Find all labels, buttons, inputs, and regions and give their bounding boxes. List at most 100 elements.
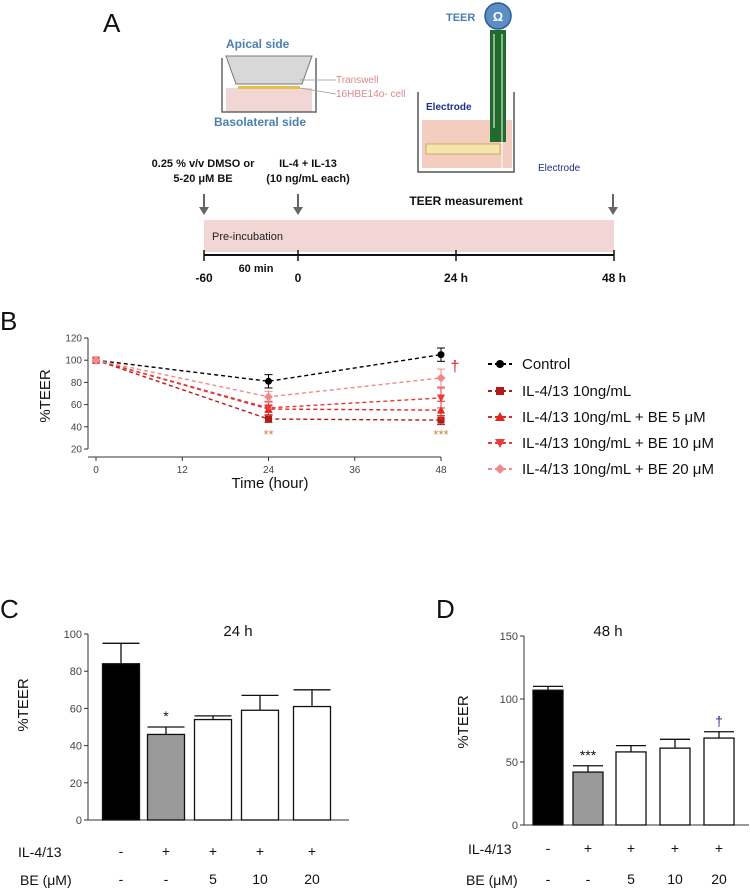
chart-c-bar-2 [193, 718, 233, 821]
basolateral-medium [226, 88, 312, 112]
chart-c-ytick-label: 60 [70, 703, 82, 715]
chart-d-title: 48 h [593, 623, 622, 640]
ohm-symbol: Ω [493, 9, 503, 24]
treatment-1-line-1: 0.25 % v/v DMSO or [152, 158, 255, 170]
chart-c-ytick-label: 40 [70, 741, 82, 753]
legend-marker-control [496, 360, 504, 368]
treatment-2-line-2: (10 ng/mL each) [266, 173, 350, 185]
legend-marker-be20 [495, 464, 505, 474]
time-label-minus60: -60 [195, 271, 213, 285]
bar-chart-24h: 0 20 40 60 80 100 - - * + - +5 +10 +20 [64, 629, 349, 887]
time-label-48h: 48 h [602, 271, 626, 285]
chart-d-row2-label: BE (μM) [466, 872, 518, 888]
legend-label-il: IL-4/13 10ng/mL [522, 383, 631, 400]
duration-label: 60 min [239, 263, 274, 275]
electrode-probe [490, 30, 506, 142]
data-point [437, 405, 445, 414]
chart-d-bar-3 [659, 747, 691, 826]
arrow-0-head [293, 207, 303, 215]
chart-c-significance: * [163, 708, 169, 724]
chart-b-ytick-label: 60 [71, 400, 83, 411]
chart-b-ytick-label: 100 [65, 356, 82, 367]
chart-c-bar-3 [240, 709, 280, 821]
chart-c-ytick-label: 80 [70, 666, 82, 678]
chart-c-ytick-label: 20 [70, 778, 82, 790]
chart-c-title: 24 h [223, 623, 252, 640]
chart-b-xtick-label: 12 [177, 465, 189, 476]
data-point [265, 415, 272, 423]
significance-annotation: ** [263, 427, 273, 442]
chart-d-row1-value: + [671, 840, 679, 856]
data-point [264, 392, 273, 402]
chart-b-legend: Control IL-4/13 10ng/mL IL-4/13 10ng/mL … [488, 356, 714, 478]
chart-b-ylabel: %TEER [37, 369, 54, 423]
apical-side-label: Apical side [226, 37, 290, 51]
data-point [437, 394, 445, 403]
cell-monolayer [425, 143, 501, 155]
well-outline [221, 58, 317, 113]
chart-d-row1-label: IL-4/13 [468, 841, 512, 857]
legend-marker-il [496, 387, 504, 395]
time-label-24h: 24 h [444, 271, 468, 285]
significance-annotation: † [451, 359, 460, 376]
panel-label-a: A [103, 8, 121, 38]
chart-d-row1-value: + [584, 840, 592, 856]
chart-c-row2-value: - [164, 871, 169, 887]
chart-d-bar-4 [703, 737, 735, 826]
transwell-schematic [221, 55, 337, 113]
arrow-minus60-head [199, 207, 209, 215]
chart-c-ytick-label: 0 [76, 815, 82, 827]
panel-label-b: B [0, 306, 17, 336]
panel-label-d: D [436, 594, 455, 624]
chart-d-significance: *** [580, 747, 597, 763]
chart-d-significance: † [715, 713, 723, 729]
treatment-1-line-2: 5-20 μM BE [173, 173, 232, 185]
chart-c-row1-value: + [162, 843, 170, 859]
preincubation-label: Pre-incubation [212, 231, 283, 243]
chart-d-row1-value: + [715, 840, 723, 856]
chart-c-row2-label: BE (μM) [20, 872, 72, 888]
teer-meter [484, 2, 512, 30]
measurement-label: TEER measurement [409, 194, 522, 208]
chart-c-bar-4 [292, 705, 332, 821]
chart-c-ytick-label: 100 [64, 629, 82, 641]
arrow-48-head [608, 207, 618, 215]
chart-c-row1-value: + [209, 843, 217, 859]
legend-label-be5: IL-4/13 10ng/mL + BE 5 μM [522, 409, 706, 426]
data-point [91, 355, 101, 365]
electrode-label-1: Electrode [426, 102, 472, 113]
chart-c-row2-value: 10 [252, 871, 268, 887]
chart-d-ytick-label: 50 [506, 757, 518, 769]
data-point [264, 404, 273, 413]
chart-d-ytick-label: 100 [500, 694, 518, 706]
chart-b-ytick-label: 120 [65, 334, 82, 345]
chart-d-ytick-label: 0 [512, 820, 518, 832]
chart-d-bar-2 [615, 751, 647, 826]
chart-b-ytick-label: 40 [71, 422, 83, 433]
legend-label-be10: IL-4/13 10ng/mL + BE 10 μM [522, 435, 714, 452]
chart-c-row2-value: 20 [304, 871, 320, 887]
chart-d-row1-value: - [546, 840, 551, 856]
chamber-outline [417, 92, 515, 173]
cell-pointer [299, 87, 337, 95]
teer-label: TEER [446, 12, 475, 24]
chart-d-ylabel: %TEER [455, 695, 472, 749]
chart-b-xtick-label: 0 [93, 465, 99, 476]
chart-b-xtick-label: 24 [263, 465, 275, 476]
data-point [437, 351, 445, 359]
series-line-0 [95, 353, 442, 382]
transwell-label: Transwell [336, 75, 378, 86]
chart-d-row2-value: - [586, 871, 591, 887]
time-label-0: 0 [295, 271, 302, 285]
data-point [437, 416, 445, 424]
chart-d-bar-0 [532, 689, 564, 826]
timeline-band [204, 220, 614, 252]
chart-d-row2-value: 5 [627, 871, 635, 887]
bar-chart-48h: 0 50 100 150 - - *** + - +5 +10 † +20 [500, 631, 749, 887]
chart-c-row1-value: - [119, 843, 124, 859]
cell-layer [238, 86, 300, 89]
cell-label: 16HBE14o- cell [336, 89, 405, 100]
legend-marker-be5 [495, 412, 505, 421]
